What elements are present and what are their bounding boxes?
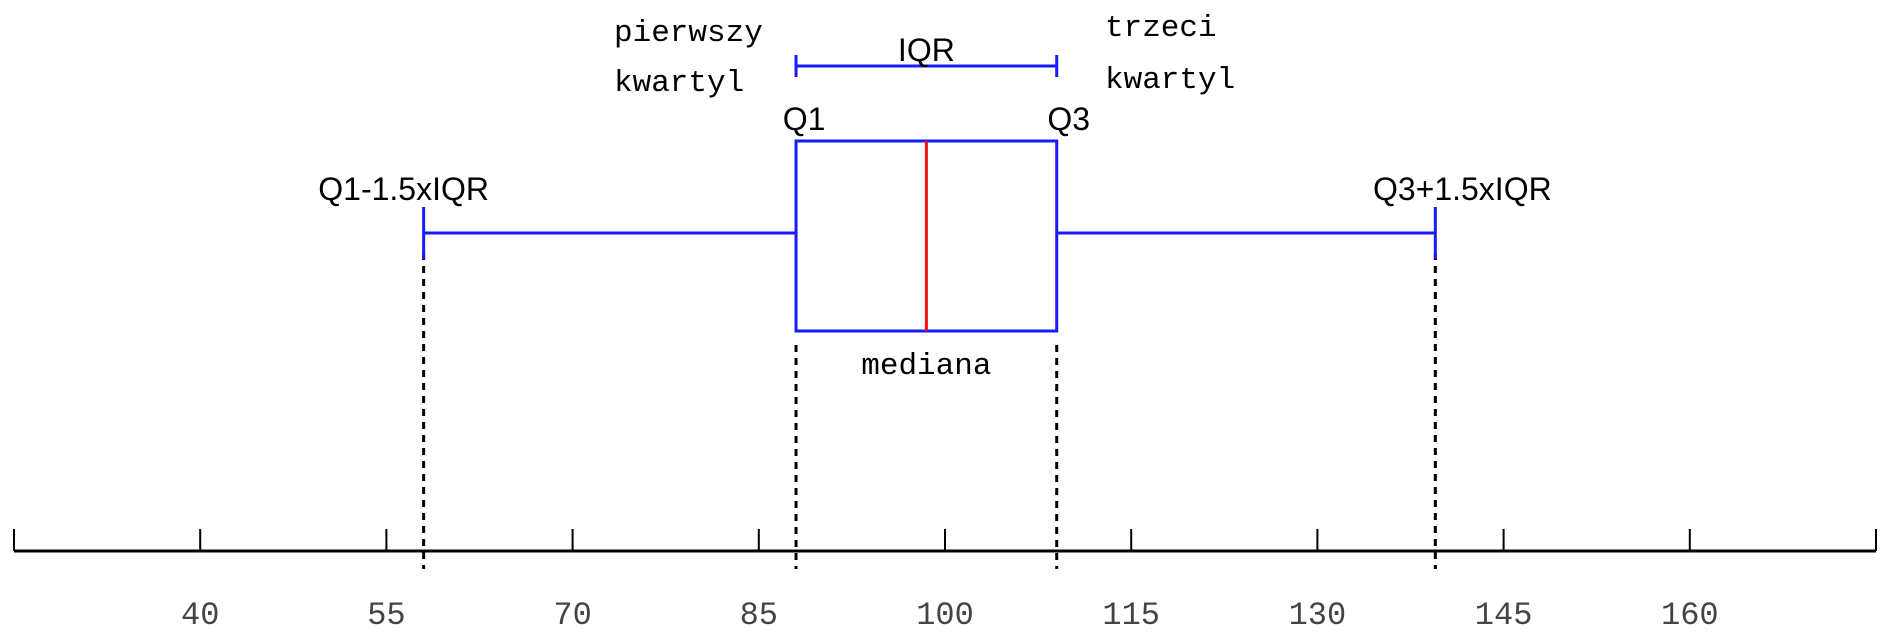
q3-description-line-2: kwartyl xyxy=(1105,63,1235,98)
q3-description-line-1: trzeci xyxy=(1105,11,1217,46)
median-label: mediana xyxy=(861,349,991,384)
axis-tick-label: 55 xyxy=(367,597,405,632)
axis-tick-label: 85 xyxy=(740,597,778,632)
axis-tick-label: 115 xyxy=(1102,597,1160,632)
box-and-whiskers xyxy=(422,55,1437,333)
number-axis: 40 55 70 85 100 115 130 145 160 xyxy=(13,529,1877,632)
q1-description-line-2: kwartyl xyxy=(614,66,744,101)
axis-tick-label: 100 xyxy=(916,597,974,632)
axis-tick-label: 130 xyxy=(1289,597,1347,632)
iqr-label: IQR xyxy=(898,32,955,68)
q1-description-line-1: pierwszy xyxy=(614,16,763,51)
upper-fence-label: Q3+1.5xIQR xyxy=(1373,171,1552,207)
dashed-guide-lines xyxy=(422,253,1437,569)
lower-fence-label: Q1-1.5xIQR xyxy=(318,171,489,207)
q1-label: Q1 xyxy=(783,101,826,137)
axis-tick-label: 70 xyxy=(553,597,591,632)
axis-tick-label: 40 xyxy=(181,597,219,632)
q3-label: Q3 xyxy=(1047,101,1090,137)
axis-tick-label: 145 xyxy=(1475,597,1533,632)
axis-tick-label: 160 xyxy=(1661,597,1719,632)
